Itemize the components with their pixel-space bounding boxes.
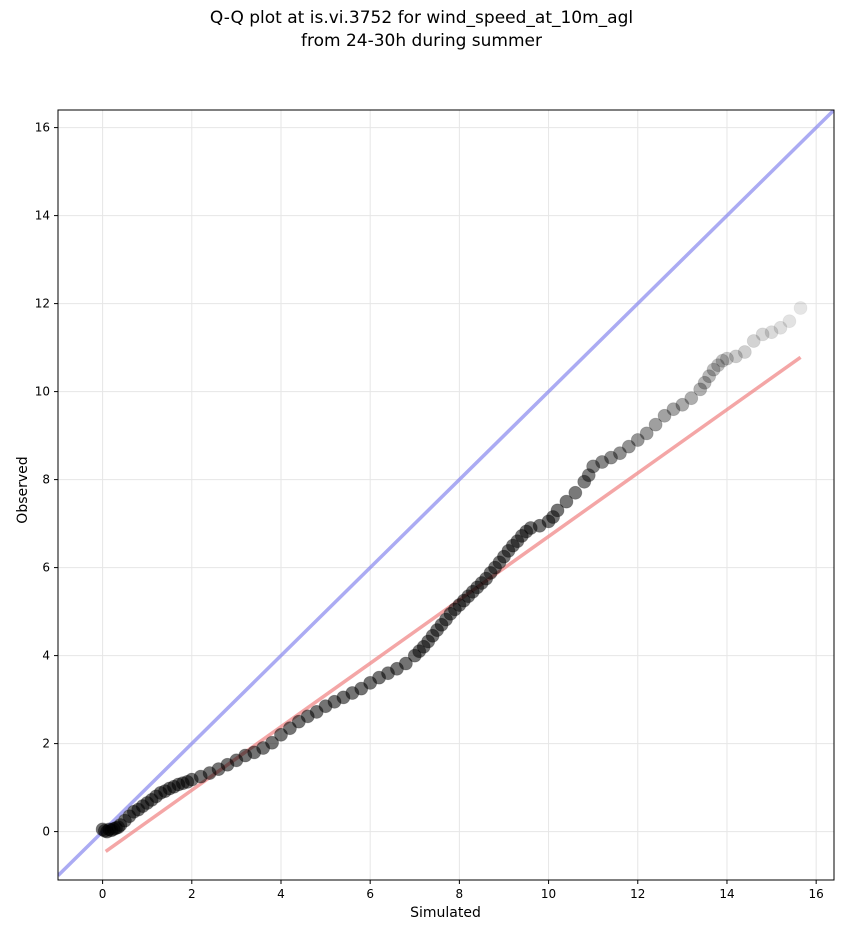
data-point [550,503,565,518]
x-axis-label: Simulated [410,905,481,921]
data-point [684,391,699,406]
data-point [581,468,596,483]
data-point [586,459,601,474]
y-tick-label: 6 [42,561,50,575]
x-tick-label: 4 [277,887,285,901]
axis-ticks: 0 2 4 6 8 10 12 14 16 0 2 4 6 8 10 12 14 16 [35,121,824,901]
data-point [604,450,618,465]
data-point [398,656,413,671]
data-point [773,320,788,335]
x-tick-label: 2 [188,887,196,901]
data-point [702,369,717,384]
x-tick-label: 8 [456,887,464,901]
y-axis-label: Observed [15,456,31,524]
data-point [559,494,574,509]
data-point [706,362,721,377]
x-tick-label: 6 [366,887,374,901]
data-points [95,301,808,839]
data-point [595,455,609,469]
data-point [675,397,690,412]
data-point [746,334,761,348]
data-point [793,301,808,315]
x-tick-label: 14 [719,887,734,901]
data-point [728,349,743,364]
y-tick-label: 2 [42,737,50,751]
data-point [755,327,770,342]
data-point [283,721,297,736]
grid [58,110,834,880]
data-point [274,727,288,742]
data-point [577,474,592,489]
y-tick-label: 4 [42,649,50,663]
data-point [715,353,730,368]
data-point [639,426,654,441]
chart-title: Q-Q plot at is.vi.3752 for wind_speed_at… [209,8,634,28]
data-point [693,382,708,397]
identity-line [58,110,834,877]
y-tick-label: 14 [35,209,50,223]
chart-subtitle: from 24-30h during summer [301,31,542,51]
data-point [697,375,712,390]
data-point [630,433,645,447]
data-point [711,358,725,373]
x-tick-label: 16 [809,887,824,901]
data-point [265,735,279,750]
data-point [657,408,672,423]
y-tick-label: 0 [42,825,50,839]
data-point [621,439,636,454]
y-tick-label: 16 [35,121,50,135]
x-tick-label: 10 [541,887,556,901]
y-tick-label: 8 [42,473,50,487]
y-tick-label: 10 [35,385,50,399]
y-tick-label: 12 [35,297,50,311]
data-point [648,417,663,432]
data-point [764,325,779,340]
plot-frame [57,109,835,881]
data-point [568,485,583,500]
data-point [666,402,681,417]
data-point [737,345,752,359]
data-point [613,446,627,461]
x-tick-label: 12 [630,887,645,901]
reference-lines [58,110,834,877]
data-point [782,314,797,329]
data-point [720,351,734,366]
x-tick-label: 0 [99,887,107,901]
